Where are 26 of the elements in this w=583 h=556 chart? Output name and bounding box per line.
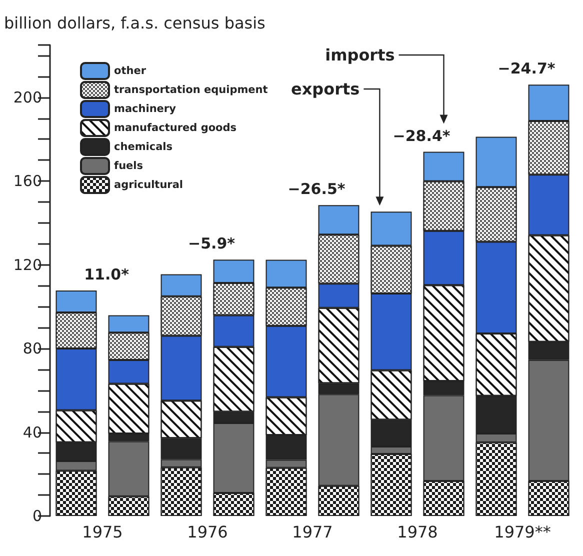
annotation: 11.0* [84, 266, 130, 284]
y-tick-label: 200 [13, 88, 42, 106]
y-tick-label: 80 [22, 340, 42, 358]
legend-label: transportation equipment [114, 84, 268, 96]
annotation: −5.9* [188, 234, 236, 253]
annotation: exports [291, 80, 360, 98]
x-tick-label: 1975 [82, 522, 123, 542]
y-tick-label: 0 [32, 507, 42, 525]
legend-label: other [114, 65, 147, 77]
annotation: imports [325, 46, 395, 64]
x-tick-label: 1979** [494, 522, 551, 542]
x-tick-label: 1976 [187, 522, 228, 542]
y-tick-label: 120 [13, 256, 42, 274]
legend-label: fuels [114, 160, 144, 172]
y-tick-label: 40 [22, 423, 42, 442]
legend-label: chemicals [114, 141, 173, 153]
legend-label: machinery [114, 103, 176, 115]
legend-label: agricultural [114, 179, 184, 191]
y-axis-title: billion dollars, f.a.s. census basis [4, 14, 266, 32]
annotation: −28.4* [392, 126, 450, 145]
x-tick-label: 1978 [397, 522, 438, 542]
y-tick-label: 160 [13, 172, 42, 190]
legend-label: manufactured goods [114, 122, 237, 134]
x-tick-label: 1977 [292, 522, 333, 542]
annotation: −26.5* [288, 180, 346, 198]
annotation: −24.7* [498, 60, 556, 78]
